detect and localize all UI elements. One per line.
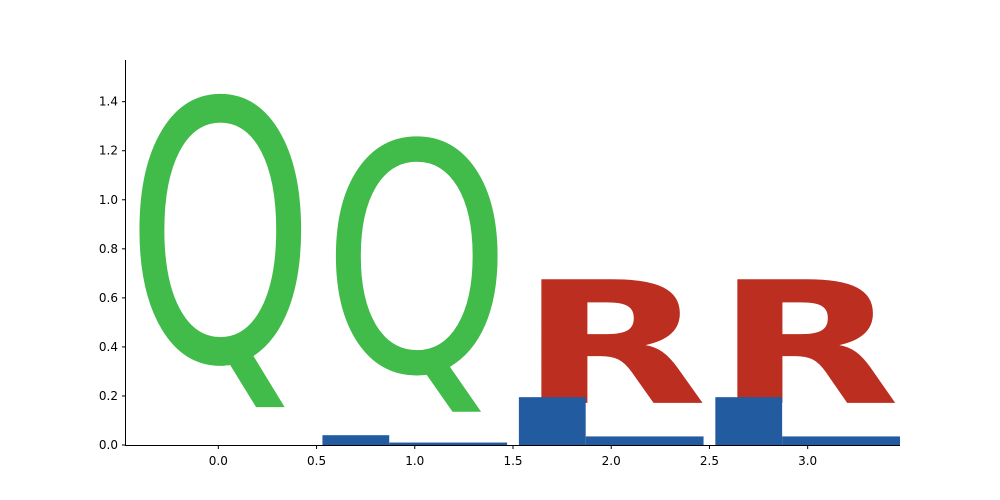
- y-tick-label: 1.4: [99, 95, 118, 109]
- glyph-letter-q-1: Q: [322, 79, 511, 446]
- y-axis-ticks: 0.0 0.2 0.4 0.6 0.8 1.0 1.2 1.4: [99, 95, 126, 452]
- y-tick-label: 0.2: [99, 389, 118, 403]
- bar-1: [389, 442, 508, 445]
- y-tick-label: 1.2: [99, 144, 118, 158]
- y-tick-label: 1.0: [99, 193, 118, 207]
- x-tick-label: 0.5: [307, 454, 326, 468]
- bar-4: [715, 397, 783, 445]
- y-tick-label: 0.0: [99, 438, 118, 452]
- y-tick-label: 0.8: [99, 242, 118, 256]
- x-tick-label: 1.0: [405, 454, 424, 468]
- y-tick-label: 0.6: [99, 291, 118, 305]
- bar-2: [518, 397, 586, 445]
- x-tick-label: 1.5: [503, 454, 522, 468]
- x-axis-ticks: 0.0 0.5 1.0 1.5 2.0 2.5 3.0: [209, 445, 817, 468]
- bar-5: [782, 436, 900, 445]
- x-tick-label: 0.0: [209, 454, 228, 468]
- bar-0: [322, 435, 390, 445]
- x-tick-label: 2.5: [700, 454, 719, 468]
- bar-3: [585, 436, 704, 445]
- x-tick-label: 2.0: [602, 454, 621, 468]
- glyph-letter-q-0: Q: [126, 28, 315, 447]
- bar-layer: [322, 397, 900, 445]
- x-tick-label: 3.0: [798, 454, 817, 468]
- y-tick-label: 0.4: [99, 340, 118, 354]
